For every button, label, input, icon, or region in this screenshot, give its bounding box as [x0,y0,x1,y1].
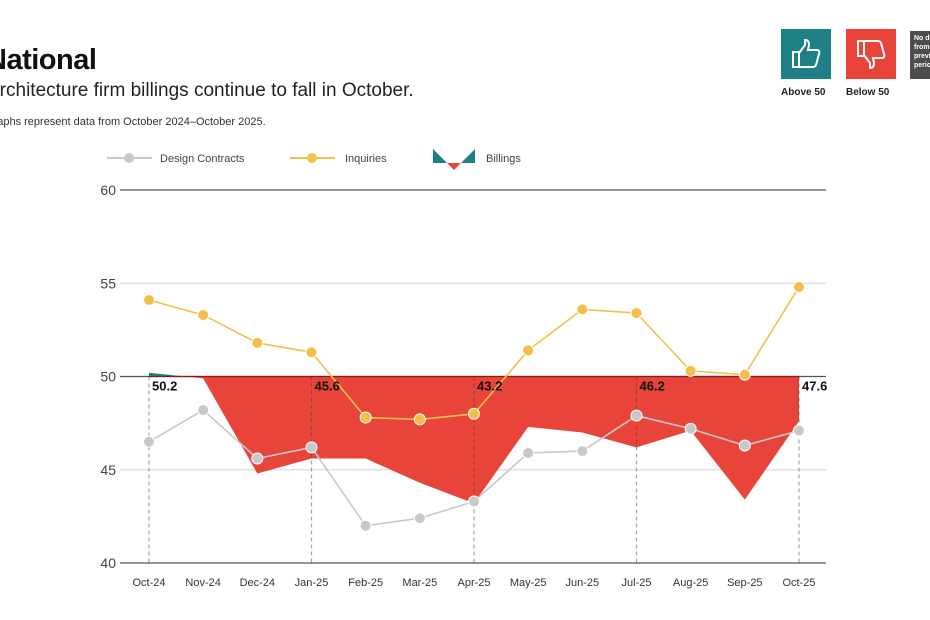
x-tick-label: Feb-25 [348,577,383,589]
page-title: National [0,44,97,76]
x-tick-label: Dec-24 [240,577,275,589]
inquiries-point [359,411,372,424]
billings-value-label: 45.6 [315,379,340,394]
design-contracts-point [630,409,643,422]
x-tick-label: Apr-25 [457,577,490,589]
no-data-text: period [914,62,930,69]
design-contracts-point [359,519,372,532]
x-tick-label: May-25 [510,577,547,589]
billings-value-label: 47.6 [802,379,827,394]
billings-value-label: 50.2 [152,379,177,394]
x-tick-label: Oct-24 [132,577,165,589]
legend: Design Contracts Inquiries Billings [107,149,521,170]
inquiries-point [251,336,264,349]
no-data-badge: No data from previous period [910,31,930,79]
date-range-note: Graphs represent data from October 2024–… [0,116,266,128]
x-tick-label: Oct-25 [782,577,815,589]
inquiries-point [468,407,480,420]
below-50-label: Below 50 [846,87,890,98]
inquiries-point [143,294,155,307]
x-tick-label: Nov-24 [185,577,220,589]
y-tick-label: 50 [100,369,116,385]
legend-design-contracts-marker [124,153,134,163]
design-contracts-point [684,422,697,435]
design-contracts-point [738,439,751,452]
inquiries-point [305,346,318,359]
design-contracts-point [468,495,480,508]
design-contracts-point [197,404,210,417]
inquiries-point [197,308,210,321]
no-data-text: No data [914,35,930,42]
page-subtitle: Architecture firm billings continue to f… [0,80,414,101]
thumbs-up-icon [792,38,821,68]
above-50-label: Above 50 [781,87,826,98]
billings-value-label: 43.2 [477,379,502,394]
inquiries-point [630,307,643,320]
no-data-text: previous [914,53,930,60]
y-tick-label: 45 [100,462,116,478]
x-tick-label: Jun-25 [566,577,600,589]
legend-billings: Billings [486,153,521,165]
thumbs-down-icon [857,40,886,70]
x-tick-label: Mar-25 [402,577,437,589]
legend-inquiries: Inquiries [345,153,387,165]
inquiries-point [522,344,535,357]
x-tick-label: Sep-25 [727,577,762,589]
inquiries-point [738,368,751,381]
below-50-badge [846,29,896,79]
inquiries-point [413,413,426,426]
legend-inquiries-marker [307,153,317,163]
inquiries-point [576,303,589,316]
design-contracts-point [305,441,318,454]
billings-area-below-50 [149,376,799,504]
y-tick-label: 60 [100,182,116,198]
x-tick-label: Aug-25 [673,577,708,589]
inquiries-point [684,364,697,377]
x-tick-label: Jan-25 [295,577,329,589]
design-contracts-point [522,446,535,459]
design-contracts-point [143,435,155,448]
above-50-badge [781,29,831,79]
y-tick-label: 40 [100,555,116,571]
billings-value-label: 46.2 [640,379,665,394]
design-contracts-point [793,424,805,437]
x-tick-label: Jul-25 [622,577,652,589]
no-data-text: from [914,44,930,51]
design-contracts-point [576,445,589,458]
y-tick-label: 55 [100,275,116,291]
design-contracts-point [251,452,264,465]
legend-billings-icon [433,149,475,170]
legend-design-contracts: Design Contracts [160,153,245,165]
design-contracts-point [413,512,426,525]
inquiries-point [793,280,805,293]
